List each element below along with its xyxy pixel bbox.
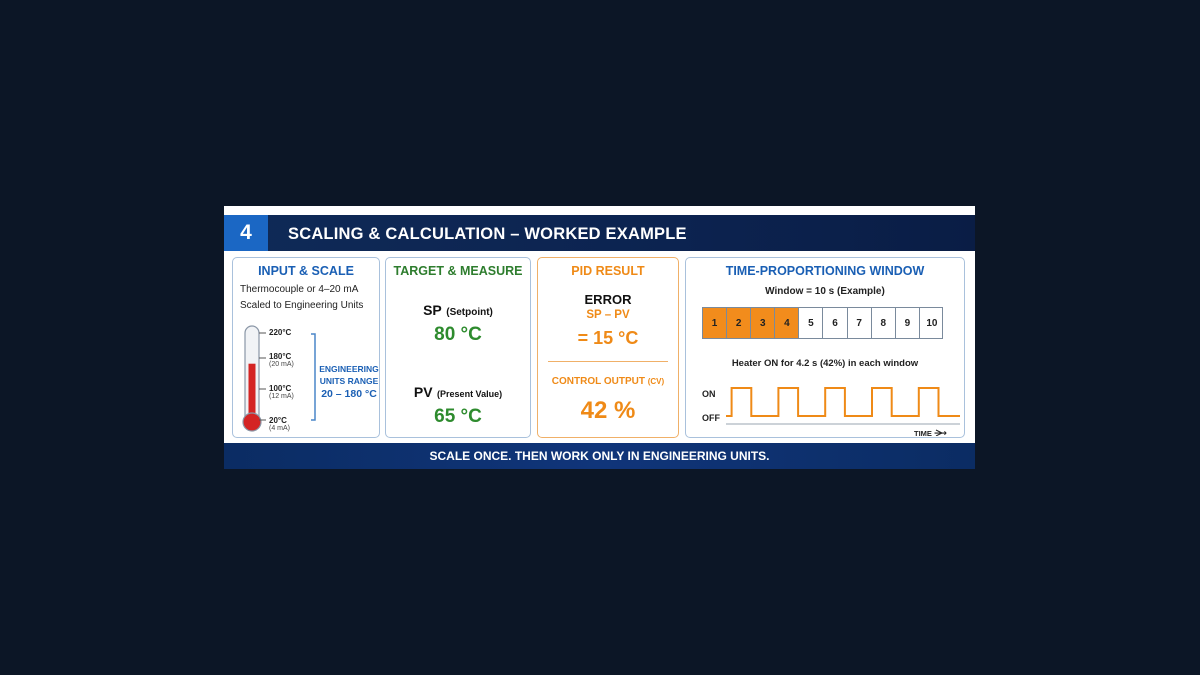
input-scale-title: INPUT & SCALE [258, 264, 354, 278]
cv-value: 42 % [580, 397, 636, 424]
tick-20-ma: (4 mA) [269, 425, 290, 432]
slide: 4 SCALING & CALCULATION – WORKED EXAMPLE… [224, 206, 975, 469]
tick-100: 100°C [269, 384, 292, 393]
range-label-2: UNITS RANGE [319, 376, 379, 386]
section-number: 4 [224, 215, 268, 251]
cv-label-row: CONTROL OUTPUT (CV) [538, 376, 678, 387]
time-label-text: TIME [914, 429, 932, 438]
sp-value: 80 °C [434, 324, 482, 345]
heater-text: Heater ON for 4.2 s (42%) in each window [731, 358, 919, 369]
window-cell: 2 [727, 308, 752, 338]
arrow-right-icon: ⟶ [934, 428, 947, 438]
range-label-1: ENGINEERING [319, 364, 379, 374]
target-measure-title: TARGET & MEASURE [393, 264, 523, 278]
pv-label: PV [413, 384, 433, 400]
thermometer-icon [242, 325, 316, 432]
pid-result-panel: PID RESULT ERROR SP – PV = 15 °C CONTROL… [537, 257, 679, 438]
sp-desc: (Setpoint) [446, 307, 493, 318]
tick-220: 220°C [269, 328, 292, 337]
window-label: Window = 10 s (Example) [765, 286, 885, 297]
window-cell: 7 [848, 308, 872, 338]
tpw-panel: TIME-PROPORTIONING WINDOW Window = 10 s … [685, 257, 965, 438]
tick-20: 20°C [269, 416, 287, 425]
window-cell: 8 [872, 308, 896, 338]
tick-180-ma: (20 mA) [269, 361, 294, 368]
tick-100-ma: (12 mA) [269, 393, 294, 400]
time-label: TIME ⟶ [914, 428, 947, 439]
window-cell: 5 [799, 308, 824, 338]
tick-180: 180°C [269, 352, 292, 361]
sp-label: SP [423, 302, 442, 318]
range-value: 20 – 180 °C [321, 388, 377, 400]
window-cell: 4 [775, 308, 800, 338]
window-cell: 9 [896, 308, 920, 338]
window-cell: 3 [751, 308, 776, 338]
pv-value: 65 °C [434, 406, 482, 427]
error-label: ERROR [584, 292, 632, 307]
off-label: OFF [702, 413, 720, 423]
page-title: SCALING & CALCULATION – WORKED EXAMPLE [288, 225, 687, 243]
window-cell: 6 [824, 308, 848, 338]
window-cell: 1 [703, 308, 728, 338]
pid-result-title: PID RESULT [571, 264, 645, 278]
cv-abbr: (CV) [647, 377, 665, 386]
target-measure-panel: TARGET & MEASURE SP (Setpoint) 80 °C PV … [385, 257, 531, 438]
input-scale-line1: Thermocouple or 4–20 mA [240, 284, 359, 295]
pwm-waveform [726, 387, 960, 436]
window-cell: 10 [926, 317, 938, 329]
cv-label: CONTROL OUTPUT [551, 376, 645, 387]
footer-banner: SCALE ONCE. THEN WORK ONLY IN ENGINEERIN… [224, 443, 975, 469]
input-scale-line2: Scaled to Engineering Units [240, 300, 364, 311]
error-formula: SP – PV [586, 309, 630, 321]
pv-desc: (Present Value) [437, 389, 503, 399]
input-scale-panel: INPUT & SCALE Thermocouple or 4–20 mA Sc… [232, 257, 380, 438]
tpw-title: TIME-PROPORTIONING WINDOW [725, 264, 925, 278]
pid-divider [548, 361, 668, 362]
error-value: = 15 °C [577, 328, 639, 348]
pv-label-row: PV (Present Value) [386, 384, 530, 402]
sp-label-row: SP (Setpoint) [386, 302, 530, 320]
on-label: ON [702, 389, 716, 399]
header-bar: 4 SCALING & CALCULATION – WORKED EXAMPLE [224, 215, 975, 251]
window-cells: 1 2 3 4 5 6 7 8 9 10 [702, 307, 943, 339]
